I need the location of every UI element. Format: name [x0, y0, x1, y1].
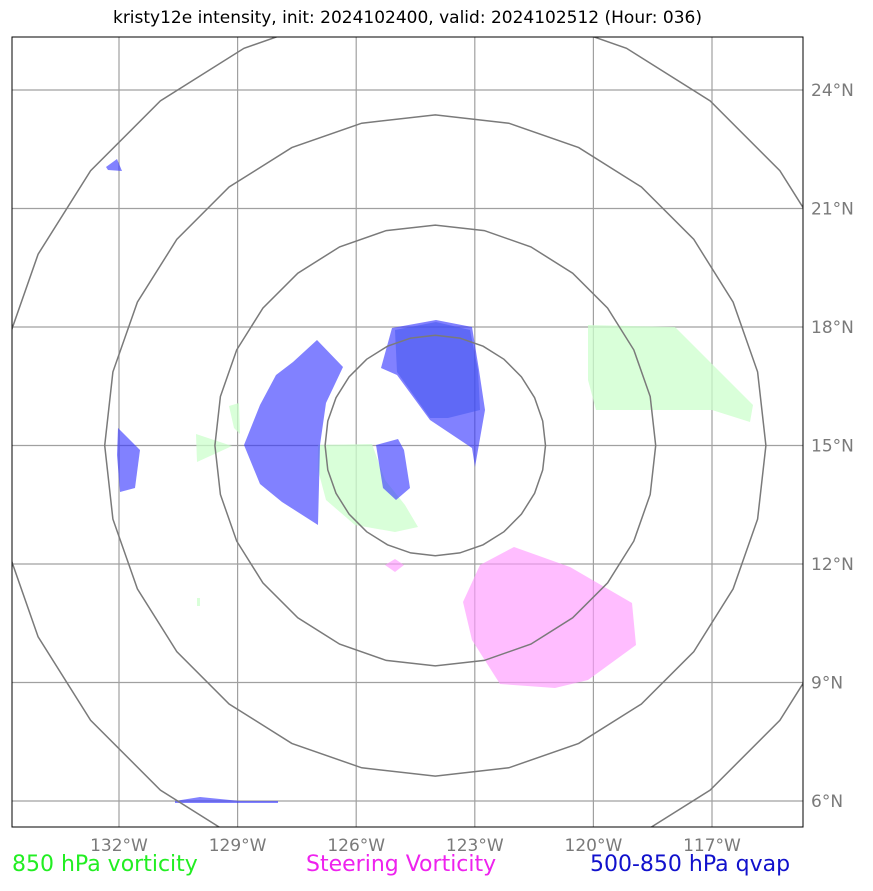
vorticity-patch [229, 403, 240, 434]
qvap-layer [106, 159, 485, 803]
qvap-patch [117, 428, 140, 492]
latitude-labels: 24°N 21°N 18°N 15°N 12°N 9°N 6°N [811, 81, 854, 812]
range-ring [214, 224, 657, 667]
vorticity-patch [318, 444, 418, 532]
legend-steering-vorticity: Steering Vorticity [306, 852, 497, 877]
qvap-patch [244, 340, 343, 525]
lon-tick-label: 132°W [90, 836, 148, 856]
plot-frame [11, 36, 804, 828]
qvap-patch [175, 797, 278, 803]
lat-tick-label: 21°N [811, 200, 854, 220]
lat-tick-label: 15°N [811, 437, 854, 457]
lat-tick-label: 12°N [811, 555, 854, 575]
longitude-labels: 132°W 129°W 126°W 123°W 120°W 117°W [90, 836, 741, 856]
lon-tick-label: 123°W [446, 836, 504, 856]
lat-tick-label: 9°N [811, 674, 843, 694]
lon-tick-label: 117°W [683, 836, 741, 856]
range-rings [12, 37, 803, 827]
vorticity-850-layer [196, 325, 753, 606]
vorticity-patch [196, 434, 232, 462]
lon-tick-label: 129°W [209, 836, 267, 856]
lat-tick-label: 18°N [811, 318, 854, 338]
legend-qvap: 500-850 hPa qvap [590, 852, 791, 877]
qvap-patch [106, 159, 122, 171]
plot-area [12, 37, 803, 827]
range-ring [12, 37, 803, 827]
range-ring [324, 334, 547, 557]
lat-tick-label: 24°N [811, 81, 854, 101]
lon-tick-label: 120°W [565, 836, 623, 856]
lon-tick-label: 126°W [327, 836, 385, 856]
vorticity-patch [197, 598, 200, 606]
vorticity-patch [588, 325, 753, 422]
chart-title: kristy12e intensity, init: 2024102400, v… [112, 8, 703, 28]
qvap-patch [376, 439, 410, 500]
range-ring [103, 114, 767, 777]
lat-tick-label: 6°N [811, 792, 843, 812]
qvap-patch [395, 322, 480, 418]
steering-patch [385, 559, 404, 572]
legend-vorticity: 850 hPa vorticity [12, 852, 198, 877]
